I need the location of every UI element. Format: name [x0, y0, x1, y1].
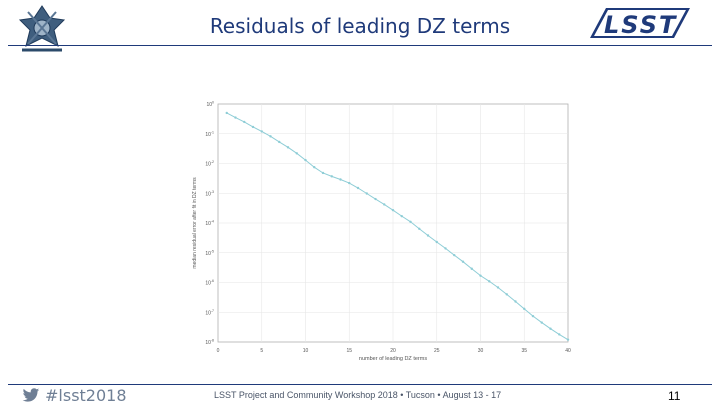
data-point — [295, 152, 298, 155]
data-point — [286, 146, 290, 149]
data-point — [426, 234, 430, 237]
data-point — [374, 197, 377, 201]
x-tick-label: 15 — [346, 348, 352, 354]
data-point — [365, 192, 368, 195]
data-point — [514, 300, 517, 303]
y-tick-label: 10-8 — [205, 339, 214, 347]
page-title: Residuals of leading DZ terms — [209, 14, 511, 38]
data-point — [523, 307, 526, 311]
data-point — [453, 253, 456, 257]
x-tick-label: 0 — [217, 348, 220, 354]
data-point — [409, 220, 412, 223]
data-point — [470, 267, 473, 270]
data-point — [461, 260, 465, 263]
data-point — [278, 140, 281, 144]
data-point — [505, 293, 508, 296]
data-point — [321, 171, 325, 175]
data-point — [356, 186, 360, 190]
data-point — [549, 327, 552, 330]
x-tick-label: 20 — [390, 348, 396, 354]
y-tick-label: 10-7 — [205, 309, 214, 317]
x-tick-label: 40 — [565, 348, 571, 354]
x-tick-label: 30 — [478, 348, 484, 354]
data-point — [444, 247, 447, 250]
series-line — [226, 112, 569, 341]
data-point — [304, 158, 307, 162]
data-point — [479, 274, 482, 277]
data-point — [400, 214, 403, 218]
data-point — [566, 338, 570, 341]
lsst-logo: LSST — [586, 4, 692, 42]
data-point — [383, 203, 386, 206]
y-tick-label: 10-3 — [205, 190, 214, 198]
y-tick-label: 10-2 — [205, 160, 214, 168]
data-point — [418, 227, 421, 230]
twitter-bird-icon — [22, 388, 40, 402]
y-tick-label: 10-4 — [205, 220, 214, 228]
y-tick-label: 10-6 — [205, 279, 214, 287]
data-point — [496, 286, 500, 289]
lsst-telescope-logo — [10, 4, 74, 56]
data-point — [540, 321, 543, 324]
y-axis-label: median residual error after fit in DZ te… — [192, 177, 198, 269]
footer-divider — [8, 384, 712, 385]
data-point — [391, 208, 395, 212]
data-point — [348, 181, 351, 185]
svg-text:LSST: LSST — [604, 11, 677, 39]
residuals-chart: 0 5 10 15 20 25 30 35 40 100 10-1 10-2 10-3 10-4 10-5 1… — [192, 101, 571, 362]
data-point — [339, 178, 342, 181]
data-point — [260, 130, 263, 133]
y-tick-label: 10-5 — [205, 249, 214, 257]
data-point — [488, 280, 491, 283]
data-point — [269, 135, 272, 138]
data-point — [243, 120, 246, 124]
header-divider — [8, 45, 712, 46]
data-point — [531, 314, 535, 318]
data-point — [435, 240, 438, 244]
data-point — [313, 166, 316, 169]
x-tick-label: 5 — [260, 348, 263, 354]
x-axis-label: number of leading DZ terms — [359, 356, 427, 361]
data-point — [558, 333, 561, 336]
data-point — [251, 125, 255, 129]
x-tick-label: 35 — [521, 348, 527, 354]
footer-text: LSST Project and Community Workshop 2018… — [214, 390, 502, 400]
hashtag: #lsst2018 — [22, 386, 127, 405]
data-point — [225, 111, 228, 115]
data-point — [330, 175, 333, 178]
x-tick-label: 25 — [434, 348, 440, 354]
data-point — [234, 116, 237, 119]
y-tick-label: 100 — [206, 101, 214, 109]
x-tick-label: 10 — [303, 348, 309, 354]
y-tick-label: 10-1 — [205, 130, 214, 138]
hashtag-text: #lsst2018 — [45, 386, 127, 405]
page-number: 11 — [668, 389, 681, 403]
